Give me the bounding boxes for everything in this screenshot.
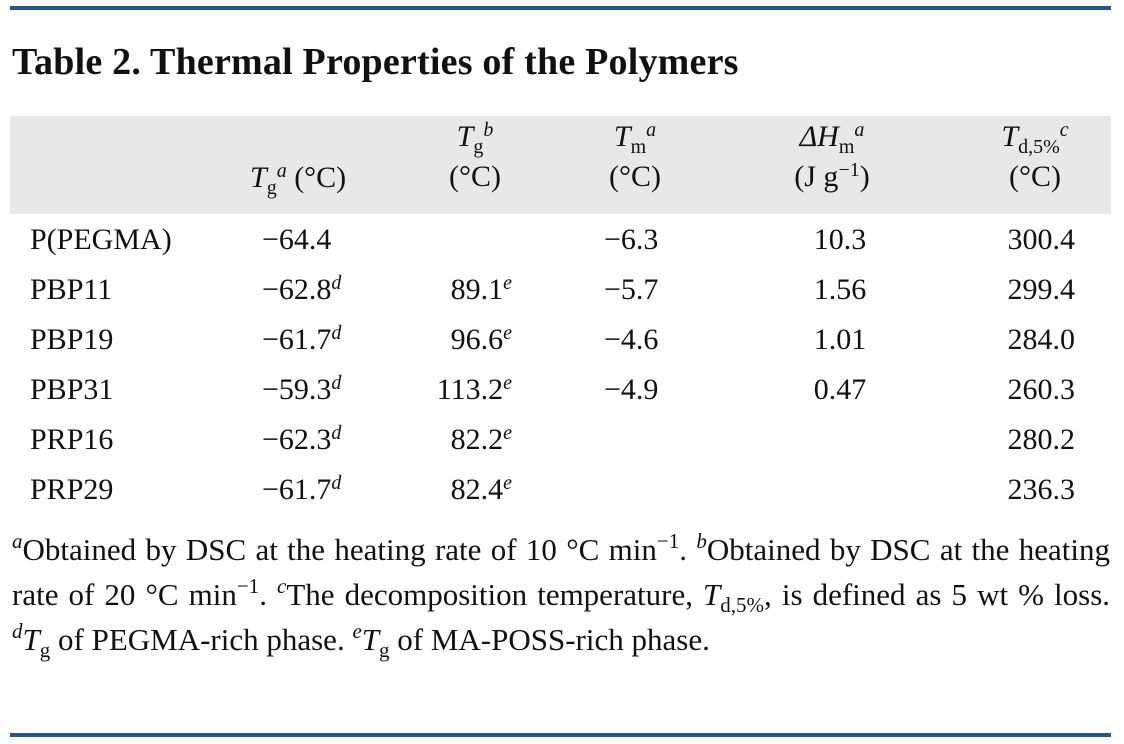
table-cell-tg-a: −64.4	[262, 223, 332, 256]
table-cell-tg-a: −61.7d	[262, 322, 342, 356]
table-cell-td: 260.3	[1007, 373, 1076, 406]
table-cell-tm: −6.3	[604, 223, 659, 256]
table-cell-tg-b: 96.6e	[450, 322, 512, 356]
table-cell-td: 280.2	[1007, 423, 1076, 456]
table-cell-td: 284.0	[1007, 323, 1076, 356]
table-header-band	[10, 116, 1111, 214]
table-cell-name: PBP31	[30, 373, 114, 406]
table-cell-tg-a: −61.7d	[262, 472, 342, 506]
table-cell-td: 236.3	[1007, 473, 1076, 506]
table-title: Table 2. Thermal Properties of the Polym…	[12, 41, 739, 83]
table-cell-td: 300.4	[1007, 223, 1076, 256]
table-cell-dhm: 1.56	[813, 273, 867, 306]
table-cell-tg-a: −62.3d	[262, 422, 342, 456]
table-cell-name: PRP16	[30, 423, 114, 456]
header-tm: Tma (°C)	[609, 119, 661, 193]
table-cell-name: PBP11	[30, 273, 113, 306]
header-td: Td,5%c (°C)	[1001, 119, 1069, 193]
table-cell-td: 299.4	[1007, 273, 1076, 306]
table-cell-tm: −5.7	[604, 273, 659, 306]
table-cell-dhm: 1.01	[813, 323, 867, 356]
table-cell-tg-b: 89.1e	[450, 272, 512, 306]
table-cell-tg-a: −59.3d	[262, 372, 342, 406]
table-cell-tg-b: 82.4e	[450, 472, 512, 506]
top-rule	[10, 6, 1111, 10]
table-cell-name: PBP19	[30, 323, 114, 356]
header-tg-b: Tgb (°C)	[449, 119, 501, 193]
bottom-rule	[10, 733, 1111, 737]
table-cell-name: P(PEGMA)	[30, 223, 172, 256]
table-cell-tm: −4.6	[604, 323, 659, 356]
header-dhm: ΔHma (J g−1)	[794, 119, 870, 193]
table-cell-dhm: 10.3	[813, 223, 867, 256]
table-cell-tg-b: 113.2e	[436, 372, 512, 406]
header-tg-a: Tga (°C)	[250, 160, 347, 199]
table-cell-tm: −4.9	[604, 373, 659, 406]
table-cell-dhm: 0.47	[813, 373, 867, 406]
table-footnotes: aObtained by DSC at the heating rate of …	[12, 529, 1111, 663]
table-cell-tg-b: 82.2e	[450, 422, 512, 456]
table-cell-tg-a: −62.8d	[262, 272, 342, 306]
table-cell-name: PRP29	[30, 473, 114, 506]
